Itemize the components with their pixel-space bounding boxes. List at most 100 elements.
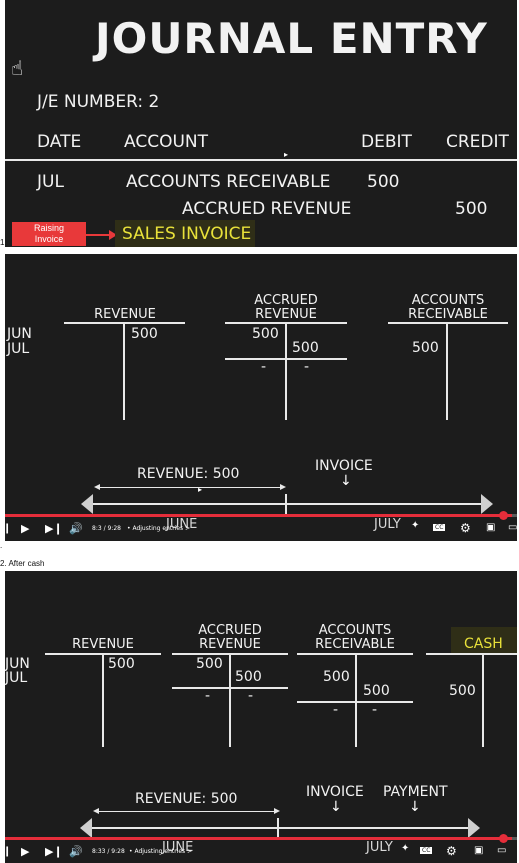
timeline-payment-label-3: PAYMENT xyxy=(383,784,448,800)
volume-icon-3[interactable]: 🔊 xyxy=(69,845,83,858)
timeline-july-3: JULY xyxy=(366,840,393,855)
header-divider xyxy=(5,159,517,161)
ar-title-2: RECEIVABLE xyxy=(408,307,488,322)
revenue-title-3: REVENUE xyxy=(72,637,134,652)
video-time: 8:3 / 9:28 xyxy=(92,525,121,532)
tag-arrow xyxy=(86,234,112,236)
raising-invoice-text: Raising Invoice xyxy=(33,223,64,244)
play-icon-3[interactable]: ▶ xyxy=(21,845,30,858)
row1-date: JUL xyxy=(37,172,64,192)
accrued-sub-line-3 xyxy=(172,687,288,689)
timeline-right-head-3 xyxy=(468,818,480,838)
accrued-right: 500 xyxy=(292,340,319,356)
header-debit: DEBIT xyxy=(361,132,412,152)
settings-gear-icon[interactable]: ⚙ xyxy=(460,521,471,535)
invoice-down-arrow-icon: ↓ xyxy=(340,473,352,489)
revenue-t-stem xyxy=(123,322,125,420)
timeline-invoice-label-3: INVOICE xyxy=(306,784,364,800)
autoplay-sparkle-icon[interactable]: ✦ xyxy=(411,520,420,531)
header-credit: CREDIT xyxy=(446,132,509,152)
theater-icon[interactable]: ▭ xyxy=(508,522,517,533)
revenue-span-arrow-3 xyxy=(95,811,276,812)
row2-credit: 500 xyxy=(455,199,488,219)
ar-title-2-3: RECEIVABLE xyxy=(315,637,395,652)
accrued-title-2: REVENUE xyxy=(255,307,317,322)
revenue-title: REVENUE xyxy=(94,307,156,322)
autoplay-sparkle-icon-3[interactable]: ✦ xyxy=(401,843,410,854)
row2-account: ACCRUED REVENUE xyxy=(182,199,352,219)
ar-title-1: ACCOUNTS xyxy=(411,293,485,308)
video-progress-fill xyxy=(5,514,512,517)
timeline-divider xyxy=(285,494,287,514)
accrued-title-2-3: REVENUE xyxy=(199,637,261,652)
journal-entry-panel: JOURNAL ENTRY ☝ J/E NUMBER: 2 DATE ACCOU… xyxy=(5,0,517,247)
month-jul-3: JUL xyxy=(5,670,28,686)
month-jun: JUN xyxy=(7,326,32,342)
cash-title: CASH xyxy=(464,636,503,652)
miniplayer-icon-3[interactable]: ▣ xyxy=(474,845,484,856)
timeline-revenue-label: REVENUE: 500 xyxy=(137,466,240,482)
payment-down-arrow-icon-3: ↓ xyxy=(409,799,421,815)
video-progress-scrubber[interactable] xyxy=(499,511,508,520)
volume-icon[interactable]: 🔊 xyxy=(69,522,83,535)
settings-gear-icon-3[interactable]: ⚙ xyxy=(446,844,457,858)
cash-t-top xyxy=(426,653,517,655)
next-icon[interactable]: ▶❙ xyxy=(45,522,63,535)
accrued-title-1: ACCRUED xyxy=(254,293,318,308)
sales-invoice-label: SALES INVOICE xyxy=(122,224,252,244)
ar-dash-right-3: - xyxy=(372,702,378,718)
timeline-divider-3 xyxy=(277,818,279,838)
ar-right-3: 500 xyxy=(363,683,390,699)
timeline-left-head-3 xyxy=(80,818,92,838)
accrued-t-stem-3 xyxy=(229,653,231,747)
ar-t-stem-3 xyxy=(355,653,357,747)
accrued-dash-right: - xyxy=(304,359,310,375)
subtitles-icon[interactable]: CC xyxy=(433,524,446,531)
video-progress-bar[interactable] xyxy=(5,511,517,520)
ar-dash-left-3: - xyxy=(333,702,339,718)
ar-left: 500 xyxy=(412,340,439,356)
timeline-july: JULY xyxy=(374,517,401,532)
theater-icon-3[interactable]: ▭ xyxy=(497,845,507,856)
timeline-invoice-label: INVOICE xyxy=(315,458,373,474)
caption-1: 1. xyxy=(0,238,7,247)
ar-title-1-3: ACCOUNTS xyxy=(318,623,392,638)
prev-icon[interactable]: ❙ xyxy=(5,523,12,534)
ar-sub-line-3 xyxy=(297,701,413,703)
accrued-title-1-3: ACCRUED xyxy=(198,623,262,638)
arrow-cursor-icon: ▸ xyxy=(284,150,289,159)
revenue-debit-3: 500 xyxy=(108,656,135,672)
next-icon-3[interactable]: ▶❙ xyxy=(45,845,63,858)
accrued-dash-right-3: - xyxy=(248,688,254,704)
cash-t-stem xyxy=(482,653,484,747)
cash-left: 500 xyxy=(449,683,476,699)
t-accounts-panel-after-cash: JUN JUL REVENUE 500 ACCRUED REVENUE 500 … xyxy=(5,571,517,863)
chapter-label-3[interactable]: • Adjusting entries > xyxy=(129,848,193,855)
mouse-pointer-icon: ▸ xyxy=(198,485,203,494)
timeline-axis-3 xyxy=(90,827,472,829)
accrued-left-3: 500 xyxy=(196,656,223,672)
span-arrow-left-head xyxy=(94,484,100,490)
revenue-span-arrow xyxy=(96,487,282,488)
cash-highlight xyxy=(451,627,517,653)
subtitles-icon-3[interactable]: CC xyxy=(420,847,433,854)
row1-account: ACCOUNTS RECEIVABLE xyxy=(126,172,331,192)
chapter-label[interactable]: • Adjusting entries > xyxy=(127,525,191,532)
caption-dot: . xyxy=(0,541,3,550)
video-progress-bar-3[interactable] xyxy=(5,834,517,843)
prev-icon-3[interactable]: ❙ xyxy=(5,846,12,857)
accrued-left: 500 xyxy=(252,326,279,342)
span-arrow-right-head-3 xyxy=(274,808,280,814)
play-icon[interactable]: ▶ xyxy=(21,522,30,535)
miniplayer-icon[interactable]: ▣ xyxy=(486,522,496,533)
accrued-sub-line xyxy=(225,358,347,360)
timeline-revenue-label-3: REVENUE: 500 xyxy=(135,791,238,807)
timeline-june: JUNE xyxy=(166,517,198,532)
je-number: J/E NUMBER: 2 xyxy=(37,92,160,112)
revenue-t-stem-3 xyxy=(102,653,104,747)
ar-t-top xyxy=(388,322,508,324)
accrued-right-3: 500 xyxy=(235,669,262,685)
video-progress-scrubber-3[interactable] xyxy=(499,834,508,843)
accrued-t-stem xyxy=(285,322,287,420)
revenue-debit: 500 xyxy=(131,326,158,342)
